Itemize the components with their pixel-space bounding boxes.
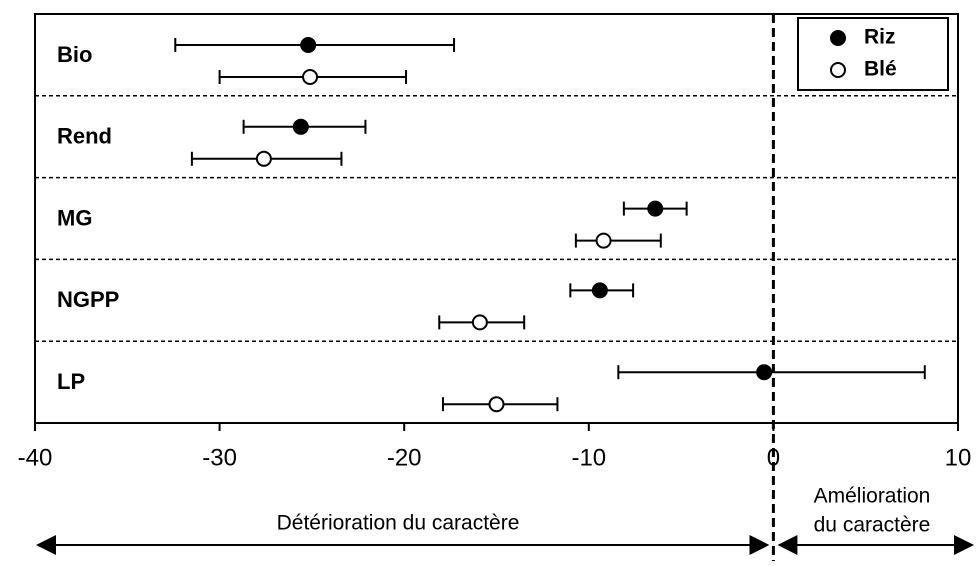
legend-marker: [830, 30, 846, 46]
point: [488, 396, 505, 413]
plot-frame: [34, 13, 959, 424]
point: [255, 150, 272, 167]
legend-box: [797, 17, 949, 91]
point: [591, 282, 608, 299]
annotation-right: du caractère: [814, 514, 931, 537]
category-label: MG: [57, 205, 92, 230]
point: [647, 200, 664, 217]
annotation-right: Amélioration: [814, 485, 931, 508]
category-label: NGPP: [57, 287, 119, 312]
x-tick-label: 10: [945, 444, 972, 471]
point: [292, 118, 309, 135]
x-tick-label: -40: [18, 444, 53, 471]
category-label: LP: [57, 369, 85, 394]
x-tick-label: -20: [387, 444, 422, 471]
point: [471, 314, 488, 331]
point: [756, 364, 773, 381]
category-label: Bio: [57, 42, 92, 67]
legend-marker: [830, 62, 846, 78]
x-tick-label: -30: [202, 444, 237, 471]
point: [302, 69, 319, 85]
x-tick-label: -10: [571, 444, 606, 471]
annotation-left: Détérioration du caractère: [277, 512, 520, 535]
point: [300, 37, 317, 53]
x-tick-label: 0: [767, 444, 780, 471]
point: [595, 232, 612, 249]
legend-label: Riz: [864, 26, 896, 49]
legend-label: Blé: [864, 58, 897, 81]
category-label: Rend: [57, 124, 112, 149]
